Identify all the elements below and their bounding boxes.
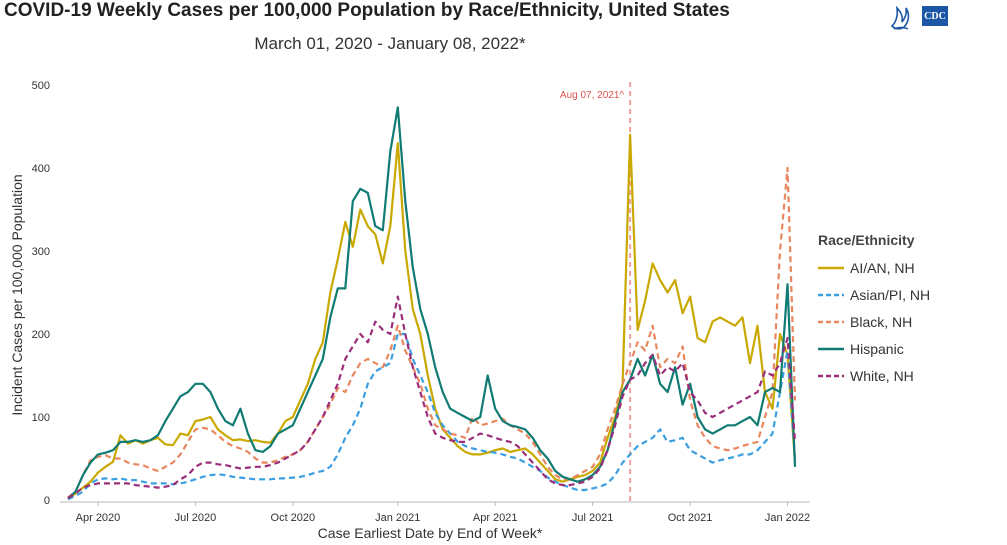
x-tick-label: Apr 2020 xyxy=(76,512,121,524)
legend-item[interactable]: Asian/PI, NH xyxy=(818,281,998,308)
y-tick-label: 500 xyxy=(32,80,50,92)
x-tick-label: Jan 2022 xyxy=(765,512,810,524)
y-tick-label: 0 xyxy=(44,495,50,507)
legend-item[interactable]: White, NH xyxy=(818,362,998,389)
legend-item[interactable]: AI/AN, NH xyxy=(818,254,998,281)
x-tick-label: Jan 2021 xyxy=(375,512,420,524)
y-axis-label: Incident Cases per 100,000 Population xyxy=(9,174,25,415)
chart-subtitle: March 01, 2020 - January 08, 2022* xyxy=(254,34,526,53)
x-axis-label: Case Earliest Date by End of Week* xyxy=(318,525,543,541)
legend-swatch xyxy=(818,266,844,269)
chart-title: COVID-19 Weekly Cases per 100,000 Popula… xyxy=(4,0,730,21)
x-tick-label: Jul 2020 xyxy=(175,512,217,524)
x-tick-label: Oct 2021 xyxy=(668,512,713,524)
legend-label: Asian/PI, NH xyxy=(850,286,931,303)
legend-swatch xyxy=(818,374,844,377)
y-tick-label: 300 xyxy=(32,246,50,258)
cdc-logo-text: CDC xyxy=(922,6,948,26)
legend-item[interactable]: Black, NH xyxy=(818,308,998,335)
y-tick-label: 200 xyxy=(32,329,50,341)
x-tick-label: Apr 2021 xyxy=(473,512,518,524)
legend-label: Hispanic xyxy=(850,340,904,357)
legend-swatch xyxy=(818,320,844,323)
legend-title: Race/Ethnicity xyxy=(818,232,915,248)
series-line-black-nh xyxy=(67,166,797,499)
x-tick-label: Oct 2020 xyxy=(271,512,316,524)
x-tick-label: Jul 2021 xyxy=(572,512,614,524)
hhs-eagle-icon xyxy=(890,5,910,30)
legend-swatch xyxy=(818,293,844,296)
legend-item[interactable]: Hispanic xyxy=(818,335,998,362)
cdc-logo[interactable]: CDC xyxy=(886,2,956,34)
legend-label: White, NH xyxy=(850,367,914,384)
y-tick-label: 400 xyxy=(32,163,50,175)
series-line-white-nh xyxy=(67,295,797,500)
legend: Race/Ethnicity AI/AN, NH Asian/PI, NH Blac… xyxy=(818,232,998,389)
legend-label: AI/AN, NH xyxy=(850,259,915,276)
legend-label: Black, NH xyxy=(850,313,913,330)
annotation-label: Aug 07, 2021^ xyxy=(560,90,624,101)
y-tick-label: 100 xyxy=(32,412,50,424)
legend-swatch xyxy=(818,347,844,350)
series-line-asian-pi-nh xyxy=(67,332,797,501)
series-line-ai-an-nh xyxy=(67,133,797,500)
